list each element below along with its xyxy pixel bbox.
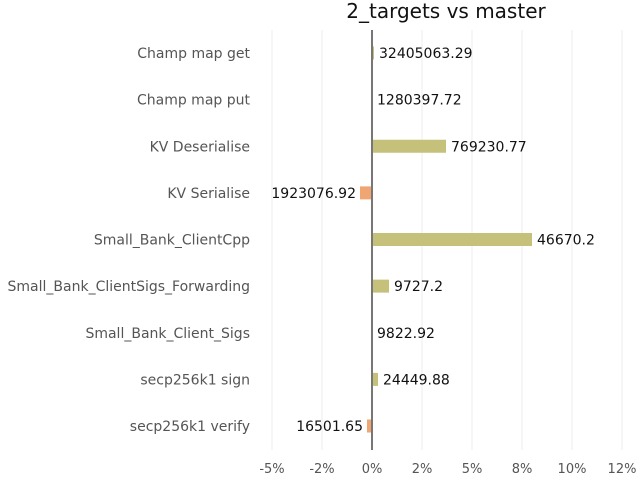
data-label: 1923076.92 — [271, 186, 356, 202]
category-label: KV Serialise — [167, 186, 250, 202]
x-tick-label: 0% — [362, 462, 383, 477]
category-label: secp256k1 verify — [130, 419, 250, 435]
x-tick-label: -2% — [309, 462, 334, 477]
data-label: 1280397.72 — [377, 93, 462, 109]
bar — [367, 419, 372, 433]
data-label: 9727.2 — [394, 279, 443, 295]
category-label: KV Deserialise — [150, 139, 250, 155]
x-tick-label: 10% — [558, 462, 587, 477]
category-labels: Champ map get Champ map put KV Deserialise… — [8, 46, 251, 435]
category-label: Champ map get — [137, 46, 250, 62]
data-label: 46670.2 — [537, 233, 595, 249]
bar — [372, 233, 532, 246]
data-label: 24449.88 — [383, 372, 450, 388]
data-label: 32405063.29 — [379, 46, 473, 62]
bar — [372, 279, 389, 293]
data-label: 769230.77 — [451, 139, 527, 155]
x-tick-label: 8% — [512, 462, 533, 477]
category-label: secp256k1 sign — [140, 372, 250, 388]
category-label: Champ map put — [137, 93, 251, 109]
bar — [360, 186, 372, 200]
data-label: 9822.92 — [377, 326, 435, 342]
x-tick-label: 12% — [608, 462, 637, 477]
bar — [372, 372, 378, 386]
category-label: Small_Bank_ClientSigs_Forwarding — [8, 279, 250, 295]
x-tick-label: -5% — [259, 462, 284, 477]
x-tick-label: 2% — [412, 462, 433, 477]
bars — [360, 46, 532, 433]
data-label: 16501.65 — [296, 419, 363, 435]
category-label: Small_Bank_Client_Sigs — [85, 326, 250, 342]
x-tick-label: 5% — [462, 462, 483, 477]
bar — [372, 139, 446, 153]
x-tick-labels: -5% -2% 0% 2% 5% 8% 10% 12% — [259, 462, 636, 477]
category-label: Small_Bank_ClientCpp — [94, 233, 250, 249]
data-labels: 32405063.29 1280397.72 769230.77 1923076.92… — [271, 46, 595, 435]
chart-title: 2_targets vs master — [346, 0, 546, 23]
